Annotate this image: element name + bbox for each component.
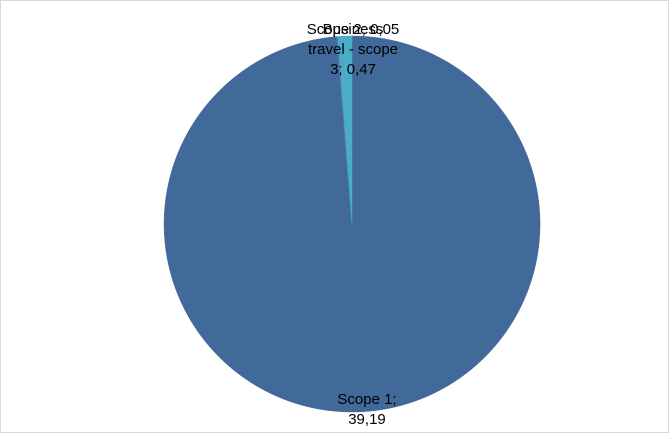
data-label-2: Scope 2; 0,05 bbox=[307, 21, 400, 38]
pie-slice-3 bbox=[337, 35, 353, 225]
data-label-3: Business travel - scope 3; 0,47 bbox=[308, 21, 398, 78]
data-label-1: Scope 1; 39,19 bbox=[337, 391, 396, 428]
